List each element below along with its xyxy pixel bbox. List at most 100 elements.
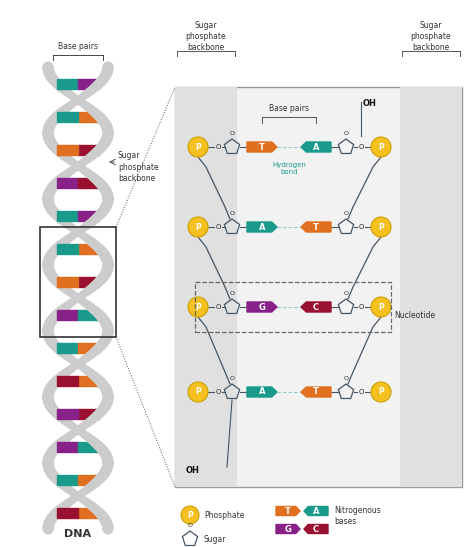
Text: Phosphate: Phosphate	[204, 510, 245, 520]
Text: T: T	[259, 143, 265, 152]
Circle shape	[371, 137, 391, 157]
Text: OH: OH	[363, 99, 377, 108]
Polygon shape	[247, 142, 277, 152]
Polygon shape	[247, 302, 277, 312]
Text: O: O	[215, 224, 221, 230]
Text: T: T	[285, 507, 291, 515]
Text: O: O	[344, 131, 348, 136]
Circle shape	[371, 382, 391, 402]
Text: Nucleotide: Nucleotide	[394, 311, 435, 319]
Bar	[57, 211, 78, 220]
Text: P: P	[378, 302, 384, 311]
Text: O: O	[215, 144, 221, 150]
Text: Sugar
phosphate
backbone: Sugar phosphate backbone	[186, 21, 226, 52]
Circle shape	[181, 506, 199, 524]
Text: G: G	[258, 302, 265, 311]
Bar	[175, 87, 462, 487]
Text: Sugar
phosphate
backbone: Sugar phosphate backbone	[410, 21, 451, 52]
Bar	[78, 508, 99, 517]
Bar	[57, 441, 78, 451]
Bar	[57, 276, 78, 287]
Text: Base pairs: Base pairs	[58, 42, 98, 51]
Bar	[78, 144, 99, 154]
Polygon shape	[301, 222, 331, 232]
Text: Sugar
phosphate
backbone: Sugar phosphate backbone	[118, 152, 159, 183]
Bar	[400, 87, 462, 487]
Text: O: O	[344, 291, 348, 296]
Bar	[78, 243, 99, 253]
Bar	[78, 79, 99, 89]
Circle shape	[371, 217, 391, 237]
Text: P: P	[195, 302, 201, 311]
Bar	[57, 342, 78, 352]
Bar	[78, 474, 99, 485]
Text: O: O	[229, 291, 235, 296]
Circle shape	[188, 382, 208, 402]
Bar	[78, 375, 99, 386]
Text: C: C	[313, 525, 319, 533]
Text: O: O	[344, 376, 348, 381]
Circle shape	[188, 217, 208, 237]
Text: O: O	[229, 376, 235, 381]
Polygon shape	[301, 302, 331, 312]
Bar	[57, 409, 78, 418]
Text: P: P	[378, 143, 384, 152]
Text: O: O	[358, 224, 364, 230]
Text: P: P	[195, 223, 201, 231]
Bar	[78, 276, 99, 287]
Bar	[57, 375, 78, 386]
Text: T: T	[313, 387, 319, 397]
Bar	[175, 87, 237, 487]
Circle shape	[371, 297, 391, 317]
Polygon shape	[304, 525, 328, 533]
Bar	[78, 342, 99, 352]
Text: A: A	[259, 223, 265, 231]
Text: P: P	[195, 387, 201, 397]
Bar	[57, 144, 78, 154]
Text: O: O	[215, 304, 221, 310]
Bar	[57, 310, 78, 319]
Circle shape	[188, 297, 208, 317]
Text: DNA: DNA	[64, 529, 91, 539]
Text: O: O	[358, 389, 364, 395]
Bar	[40, 227, 116, 337]
Bar	[78, 310, 99, 319]
Text: O: O	[188, 523, 192, 528]
Text: P: P	[378, 223, 384, 231]
Text: A: A	[313, 507, 319, 515]
Bar	[57, 243, 78, 253]
Text: O: O	[215, 389, 221, 395]
Text: C: C	[313, 302, 319, 311]
Text: O: O	[358, 144, 364, 150]
Bar	[57, 177, 78, 188]
Text: O: O	[358, 304, 364, 310]
Bar	[78, 441, 99, 451]
Text: O: O	[229, 211, 235, 216]
Text: T: T	[313, 223, 319, 231]
Bar	[78, 409, 99, 418]
Bar	[57, 508, 78, 517]
Text: O: O	[344, 211, 348, 216]
Text: Sugar: Sugar	[204, 534, 227, 544]
Text: P: P	[195, 143, 201, 152]
Text: P: P	[378, 387, 384, 397]
Text: A: A	[313, 143, 319, 152]
Bar	[78, 177, 99, 188]
Circle shape	[188, 137, 208, 157]
Bar	[78, 211, 99, 220]
Polygon shape	[247, 387, 277, 397]
Polygon shape	[301, 387, 331, 397]
Text: OH: OH	[186, 466, 200, 475]
Bar	[57, 474, 78, 485]
Text: Base pairs: Base pairs	[269, 104, 309, 113]
Polygon shape	[276, 525, 300, 533]
Text: O: O	[229, 131, 235, 136]
Polygon shape	[276, 507, 300, 515]
Bar	[78, 112, 99, 121]
Text: G: G	[284, 525, 292, 533]
Text: Hydrogen
bond: Hydrogen bond	[272, 162, 306, 176]
Text: Nitrogenous
bases: Nitrogenous bases	[334, 506, 381, 526]
Polygon shape	[304, 507, 328, 515]
Bar	[57, 112, 78, 121]
Text: P: P	[187, 510, 193, 520]
